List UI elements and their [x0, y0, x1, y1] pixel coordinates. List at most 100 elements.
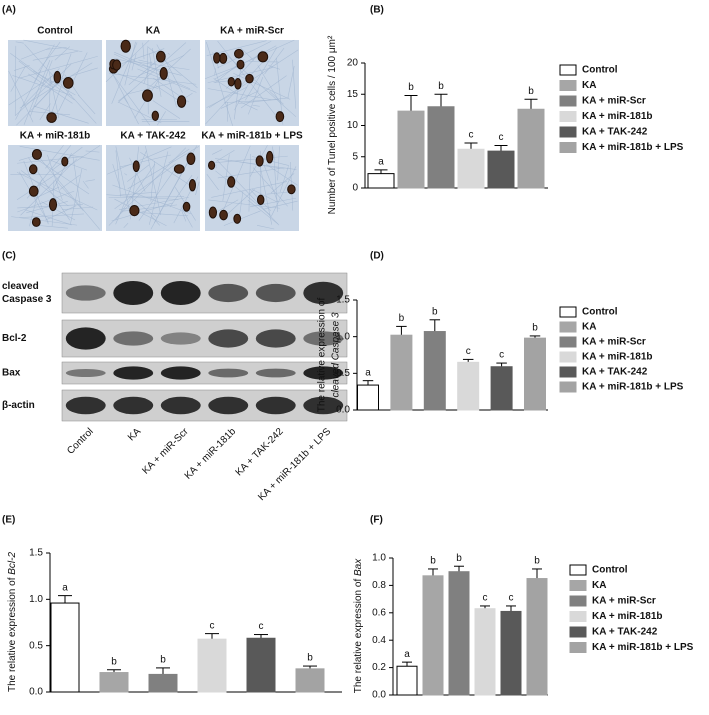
cell: [160, 68, 167, 80]
blot-row-label: Bax: [2, 368, 21, 379]
legend-swatch: [570, 627, 586, 637]
y-axis-label: Number of Tunel positive cells / 100 μm²: [327, 35, 338, 214]
significance-letter: b: [160, 655, 166, 666]
band: [113, 397, 153, 414]
y-axis-label-part: Bcl-2: [7, 552, 18, 575]
y-axis-label: cleaved Caspase 3: [331, 312, 342, 397]
cell: [246, 74, 254, 83]
legend-swatch: [560, 65, 576, 75]
significance-letter: b: [532, 323, 538, 334]
significance-letter: c: [259, 621, 264, 632]
blot-row-label: β-actin: [2, 400, 35, 411]
y-tick-label: 1.5: [29, 548, 43, 559]
panel-label: (E): [2, 515, 15, 526]
significance-letter: c: [499, 132, 504, 143]
legend-swatch: [560, 382, 576, 392]
bar: [424, 332, 445, 410]
panel-label: (D): [370, 251, 384, 262]
lane-label: KA + miR-Scr: [140, 426, 191, 477]
cell: [234, 214, 241, 223]
y-axis-label: The relative expression of Bax: [353, 558, 364, 694]
cell: [32, 149, 41, 159]
bar: [149, 674, 177, 692]
y-tick-label: 0: [352, 183, 358, 194]
image-caption: Control: [37, 26, 73, 37]
cell: [220, 53, 227, 63]
band: [113, 281, 153, 305]
bar: [449, 572, 469, 695]
bar: [527, 579, 547, 695]
legend-swatch: [560, 112, 576, 122]
legend-label: KA + miR-181b: [592, 611, 662, 622]
y-tick-label: 1.0: [29, 594, 43, 605]
cell: [29, 165, 36, 174]
y-axis-label: The relative expression of: [317, 298, 328, 413]
band: [161, 281, 201, 305]
band: [208, 397, 248, 414]
band: [66, 369, 106, 377]
bar: [51, 603, 79, 692]
cell: [47, 113, 57, 123]
legend-swatch: [560, 367, 576, 377]
cell: [209, 161, 215, 169]
legend-label: KA + miR-181b + LPS: [592, 642, 694, 653]
y-tick-label: 0.5: [336, 368, 350, 379]
y-tick-label: 1.5: [336, 295, 350, 306]
image-caption: KA: [146, 26, 160, 37]
cell: [209, 207, 216, 218]
cell: [174, 165, 184, 174]
bar: [491, 367, 512, 410]
legend-swatch: [560, 143, 576, 153]
y-tick-label: 0.6: [372, 607, 386, 618]
bar: [391, 335, 412, 410]
blot-row-label: Bcl-2: [2, 333, 27, 344]
significance-letter: b: [438, 81, 444, 92]
bar: [358, 385, 379, 410]
y-tick-label: 0.5: [29, 640, 43, 651]
cell: [54, 71, 60, 83]
cell: [152, 111, 158, 120]
legend-swatch: [570, 581, 586, 591]
y-tick-label: 0.0: [372, 690, 386, 701]
cell: [121, 40, 130, 52]
significance-letter: c: [483, 593, 488, 604]
y-tick-label: 0.4: [372, 635, 386, 646]
significance-letter: c: [469, 130, 474, 141]
band: [208, 284, 248, 302]
panel-label: (B): [370, 5, 384, 16]
cell: [32, 218, 40, 227]
legend-label: KA: [582, 322, 596, 333]
cell: [256, 156, 263, 166]
band: [208, 369, 248, 378]
panel-label: (F): [370, 515, 383, 526]
legend-label: Control: [592, 565, 628, 576]
y-tick-label: 0.2: [372, 662, 386, 673]
legend-swatch: [560, 352, 576, 362]
bar: [518, 109, 544, 188]
legend-label: KA + miR-181b + LPS: [582, 382, 684, 393]
significance-letter: c: [509, 593, 514, 604]
band: [113, 366, 153, 379]
legend-label: KA + TAK-242: [582, 127, 648, 138]
bar: [475, 609, 495, 695]
legend-swatch: [570, 596, 586, 606]
band: [161, 366, 201, 379]
lane-label: KA + miR-181b: [183, 426, 239, 482]
panel-label: (C): [2, 251, 16, 262]
band: [256, 284, 296, 302]
band: [66, 397, 106, 414]
bar: [296, 669, 324, 692]
legend-swatch: [560, 81, 576, 91]
cell: [258, 52, 268, 62]
band: [66, 285, 106, 300]
significance-letter: b: [408, 82, 414, 93]
cell: [63, 78, 73, 89]
legend-label: KA + miR-Scr: [582, 96, 646, 107]
legend-swatch: [570, 565, 586, 575]
cell: [177, 96, 185, 108]
bar: [100, 673, 128, 692]
legend-label: Control: [582, 307, 618, 318]
cell: [156, 51, 165, 62]
significance-letter: b: [534, 556, 540, 567]
